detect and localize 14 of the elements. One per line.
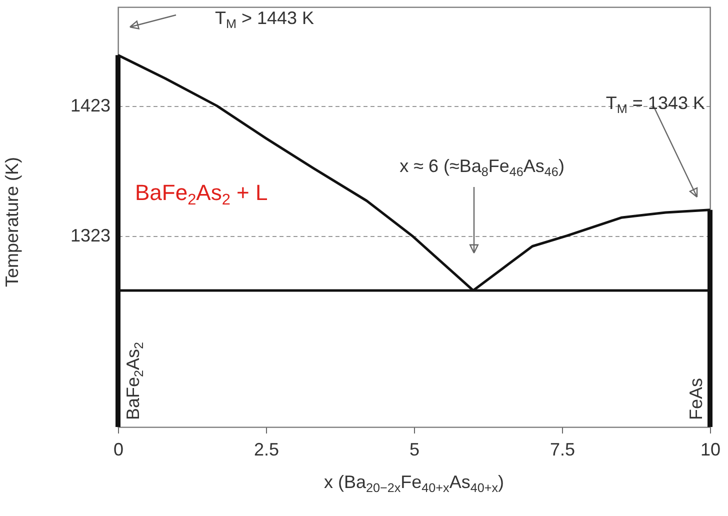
- x-axis-title: x (Ba$_{20−2x}$Fe$_{40+x}$As$_{40+x}$): [324, 472, 504, 495]
- x-tick-label: 0: [113, 440, 124, 460]
- x-tick-label: 2.5: [254, 440, 280, 460]
- annotation: T$_{M}$ > 1443 K: [215, 8, 314, 31]
- annotation: FeAs: [686, 378, 706, 420]
- annotation: BaFe$_{2}$As$_{2}$ + L: [135, 180, 268, 209]
- x-tick-label: 5: [409, 440, 420, 460]
- y-tick-label: 1323: [70, 225, 110, 246]
- x-tick-label: 10: [700, 440, 721, 460]
- annotation: T$_{M}$ = 1343 K: [606, 93, 705, 116]
- y-axis-title: Temperature (K): [2, 156, 22, 287]
- y-tick-label: 1423: [70, 95, 110, 116]
- x-tick-label: 7.5: [550, 440, 576, 460]
- annotation: x ≈ 6 (≈Ba$_{8}$Fe$_{46}$As$_{46}$): [400, 156, 564, 179]
